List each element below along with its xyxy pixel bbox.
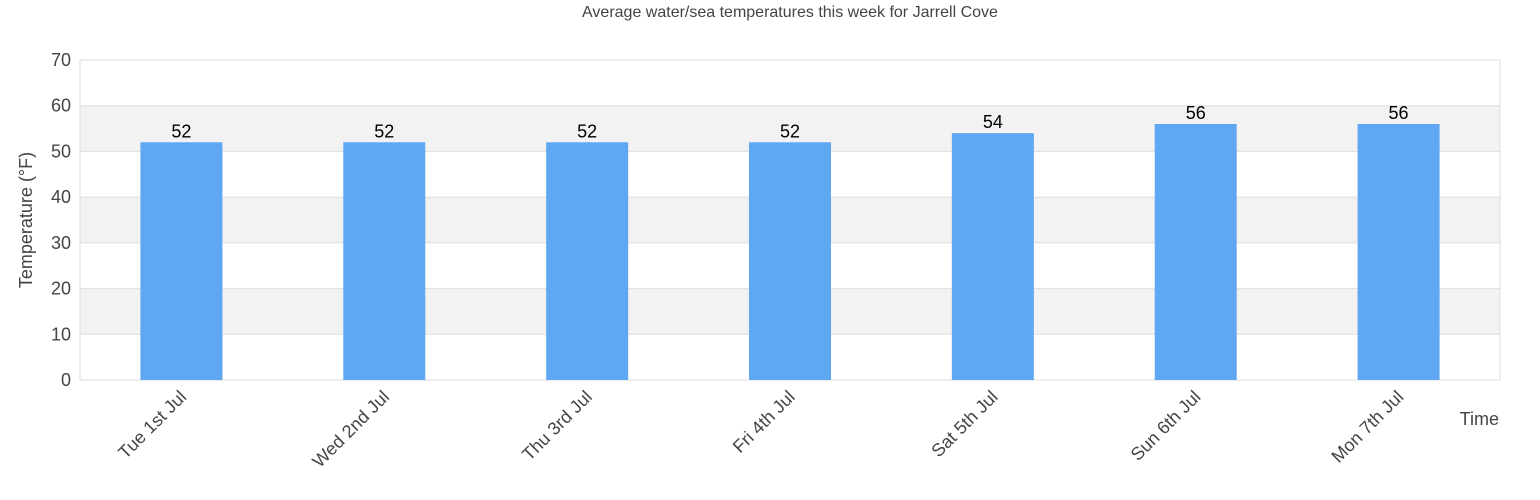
bar [140,142,223,380]
y-axis-label: Temperature (°F) [16,152,36,288]
x-tick-label: Thu 3rd Jul [518,387,596,465]
data-label: 54 [983,112,1003,132]
x-tick-label: Fri 4th Jul [729,387,799,457]
bar [343,142,426,380]
x-tick-label: Sat 5th Jul [927,387,1001,461]
data-label: 56 [1389,103,1409,123]
y-tick-label: 10 [51,324,71,344]
y-tick-label: 60 [51,96,71,116]
y-tick-label: 40 [51,187,71,207]
y-tick-label: 20 [51,279,71,299]
x-axis-label: Time [1460,409,1499,429]
bar [546,142,629,380]
x-tick-label: Wed 2nd Jul [308,387,393,472]
data-label: 52 [577,121,597,141]
x-tick-label: Sun 6th Jul [1127,387,1205,465]
data-label: 56 [1186,103,1206,123]
data-label: 52 [171,121,191,141]
y-tick-label: 0 [61,370,71,390]
y-tick-label: 30 [51,233,71,253]
y-tick-label: 70 [51,50,71,70]
x-tick-label: Mon 7th Jul [1327,387,1407,467]
bars [140,124,1440,380]
chart-title: Average water/sea temperatures this week… [582,4,998,21]
x-tick-label: Tue 1st Jul [114,387,190,463]
data-label: 52 [780,121,800,141]
bar [749,142,831,380]
data-label: 52 [374,121,394,141]
bar [951,133,1034,380]
bar [1357,124,1440,380]
grid-band [80,60,1500,106]
bar [1154,124,1237,380]
y-axis-ticks: 0 10 20 30 40 50 60 70 [51,50,71,390]
x-axis-ticks: Tue 1st Jul Wed 2nd Jul Thu 3rd Jul Fri 4th… [114,387,1407,472]
data-labels: 52 52 52 52 54 56 56 [171,103,1408,141]
y-tick-label: 50 [51,141,71,161]
